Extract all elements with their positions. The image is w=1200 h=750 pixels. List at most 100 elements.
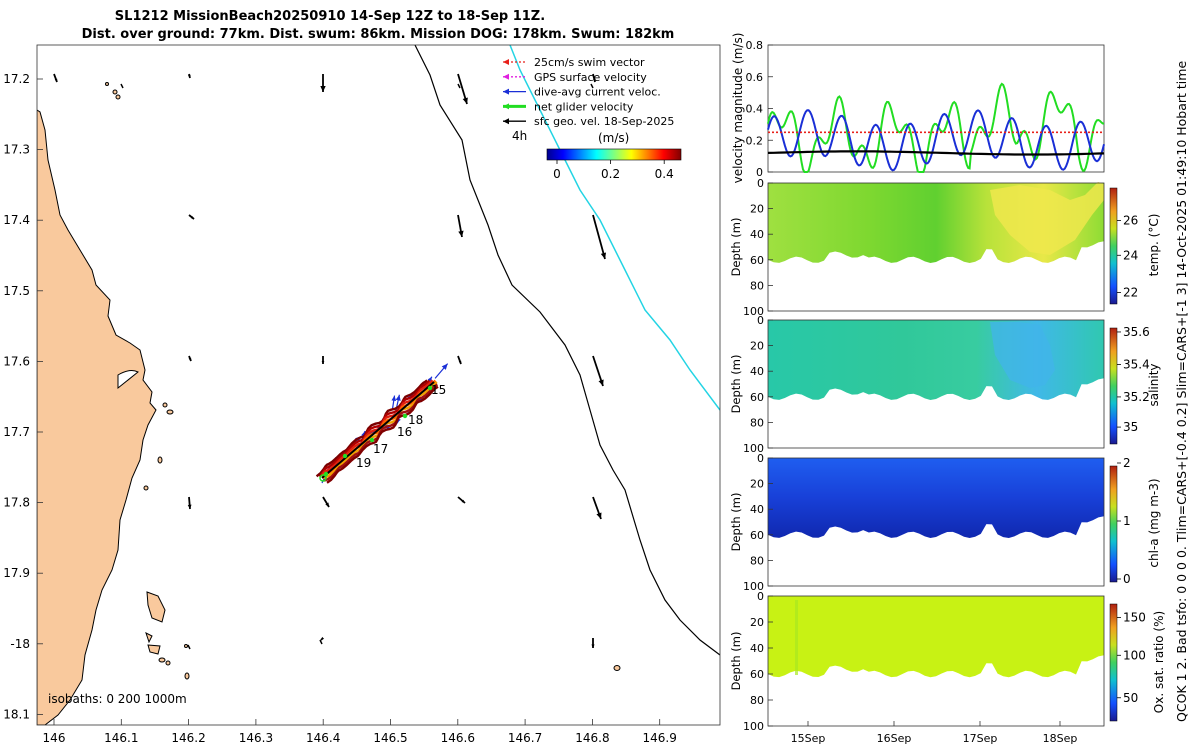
surface-velocity-arrow [319,639,323,645]
legend-arrowhead [503,103,509,110]
surface-velocity-arrow [188,214,195,220]
map-x-axis: 146 146.1 146.2 146.3 146.4 146.5 146.6 146.7 14… [43,719,677,745]
colorbar-tick-label: 35.2 [1123,390,1150,404]
colorbar-tick-label: 100 [1123,648,1146,662]
temperature-warm-patch [990,182,1104,255]
surface-velocity-arrow [590,83,594,89]
velocity-line-geo [767,150,1105,156]
map-y-axis: 17.2 17.3 17.4 17.5 17.6 17.7 17.8 17.9 -18 18.1 [3,72,43,721]
map-y-tick-label: 17.7 [3,425,30,439]
map-x-tick-label: 146.5 [373,731,407,745]
oxygen-axes [767,595,1105,727]
colorbar-tick-label: 24 [1123,248,1138,262]
colorbar-tick-label: 2 [1123,456,1131,470]
surface-velocity-arrow [592,496,602,520]
depth-y-tick-label: 40 [750,365,764,378]
map-x-tick-label: 146.6 [441,731,475,745]
map-panel: 146 146.1 146.2 146.3 146.4 146.5 146.6 146.7 14… [3,44,721,745]
depth-ylabel: Depth (m) [729,493,743,552]
legend-arrowhead [503,73,509,80]
colorbar-tick-label: 150 [1123,611,1146,625]
surface-velocity-arrow [320,74,326,92]
legend-label: 25cm/s swim vector [534,56,645,69]
temperature-cbar-label: temp. (°C) [1147,214,1161,277]
depth-y-tick-label: 20 [750,616,764,629]
map-x-tick-label: 146.7 [508,731,542,745]
glider-track-line [509,45,720,411]
depth-y-tick-label: 20 [750,203,764,216]
depth-y-tick-label: 100 [743,305,764,318]
salinity-panel [767,319,1118,449]
velocity-series [767,82,1105,173]
map-y-tick-label: 17.4 [3,213,30,227]
time-x-tick-label: 17Sep [963,732,998,745]
colorbar-tick-label: 35.4 [1123,357,1150,371]
map-x-tick-label: 146.9 [643,731,677,745]
colorbar-label: (m/s) [598,131,629,145]
surface-velocity-arrow [457,83,461,89]
velocity-panel: 0 0.2 0.4 0.6 0.8 velocity magnitude (m/s) [731,33,1105,183]
timeseries-panels: 0 0.2 0.4 0.6 0.8 velocity magnitude (m/s) [729,33,1189,745]
map-x-tick-label: 146.3 [239,731,273,745]
glider-track-segment [318,379,431,478]
legend-entry: sfc geo. vel. 18-Sep-2025 [503,115,674,128]
depth-y-tick-label: 80 [750,694,764,707]
map-x-tick-label: 146.1 [104,731,138,745]
map-frame [36,44,721,726]
oxygen-colorbar [1109,603,1118,722]
oxygen-field [768,596,1104,678]
velocity-y-axis: 0 0.2 0.4 0.6 0.8 [746,39,773,179]
legend-entry: 25cm/s swim vector [503,56,645,69]
depth-ylabel: Depth (m) [729,632,743,691]
depth-ylabel: Depth (m) [729,218,743,277]
surface-velocity-arrow [188,355,192,362]
depth-y-tick-label: 0 [757,590,764,603]
speed-colorbar-ticks: 0 0.2 0.4 [553,160,674,181]
surface-velocity-arrow [320,636,325,641]
time-x-tick-label: 16Sep [877,732,912,745]
colorbar-tick-label: 0.4 [655,167,674,181]
map-legend: 25cm/s swim vector GPS surface velocity di… [503,56,674,128]
net-velocity-marker [342,453,348,459]
surface-velocity-arrow [322,496,330,508]
depth-y-tick-label: 60 [750,254,764,267]
colorbar-tick-label: 35.6 [1123,325,1150,339]
bay-inlet [117,370,139,390]
title-line-1: SL1212 MissionBeach20250910 14-Sep 12Z t… [115,9,545,24]
map-y-tick-label: 17.9 [3,566,30,580]
chla-panel [767,457,1118,587]
net-velocity-marker [427,385,433,391]
map-y-tick-label: 17.5 [3,284,30,298]
map-y-tick-label: 17.8 [3,496,30,510]
colorbar-tick-label: 50 [1123,691,1138,705]
surface-velocity-arrow [592,355,604,387]
legend-entry: GPS surface velocity [503,71,647,84]
depth-y-tick-label: 60 [750,529,764,542]
isobaths-label: isobaths: 0 200 1000m [48,692,187,706]
depth-y-tick-label: 40 [750,503,764,516]
legend-label: sfc geo. vel. 18-Sep-2025 [534,115,674,128]
map-x-tick-label: 146 [43,731,66,745]
isobath-200 [414,45,720,656]
depth-y-tick-label: 80 [750,554,764,567]
colorbar-tick-label: 26 [1123,213,1138,227]
surface-velocity-arrow [53,73,58,83]
velocity-y-tick-label: 0.2 [746,134,764,147]
surface-velocity-arrow [457,214,464,238]
depth-y-tick-label: 0 [757,452,764,465]
chla-colorbar [1109,465,1118,583]
net-track-line [321,381,435,479]
dive-current-arrow [434,363,449,379]
depth-y-tick-label: 80 [750,279,764,292]
title-line-2: Dist. over ground: 77km. Dist. swum: 86k… [82,27,675,42]
dive-current-arrow [391,395,397,411]
day-label: 15 [431,383,446,397]
legend-label: dive-avg current veloc. [534,86,661,99]
colorbar-tick-label: 0.2 [601,167,620,181]
depth-ylabel: Depth (m) [729,355,743,414]
chla-cbar-label: chl-a (mg m-3) [1147,478,1161,567]
coastline-land [37,109,157,725]
velocity-y-tick-label: 0 [756,166,763,179]
velocity-line-net [767,82,1105,173]
